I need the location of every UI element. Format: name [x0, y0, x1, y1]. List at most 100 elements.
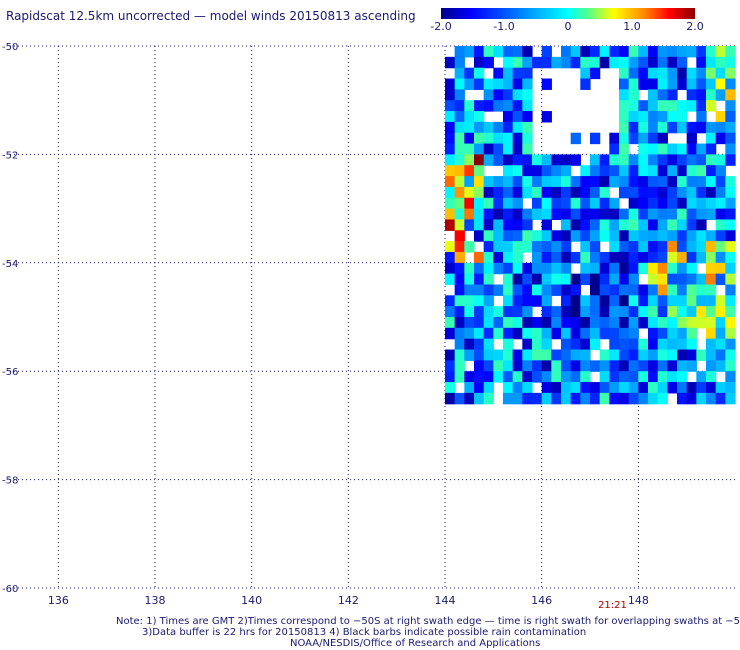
swath-cell	[541, 327, 552, 340]
swath-cell	[715, 132, 726, 145]
swath-cell	[493, 46, 504, 58]
swath-cell	[677, 230, 688, 242]
swath-cell	[628, 306, 639, 318]
swath-cell	[445, 392, 456, 405]
swath-cell	[715, 327, 726, 340]
swath-cell	[725, 100, 736, 112]
swath-cell	[686, 132, 697, 145]
swath-cell	[561, 371, 572, 383]
swath-cell	[725, 371, 736, 383]
swath-cell	[628, 241, 639, 253]
swath-cell	[532, 230, 543, 242]
swath-cell	[522, 317, 533, 329]
swath-cell	[648, 143, 659, 155]
swath-cell	[522, 349, 533, 361]
swath-cell	[445, 197, 456, 210]
swath-cell	[580, 371, 591, 383]
swath-cell	[532, 392, 543, 405]
swath-cell	[454, 89, 465, 101]
swath-cell	[483, 262, 494, 275]
swath-cell	[628, 295, 639, 307]
swath-cell	[522, 176, 533, 188]
swath-cell	[464, 143, 475, 155]
swath-cell	[570, 46, 581, 58]
swath-cell	[648, 284, 659, 296]
swath-cell	[532, 371, 543, 383]
swath-cell	[706, 78, 717, 90]
swath-cell	[493, 176, 504, 188]
swath-cell	[696, 111, 707, 123]
swath-cell	[493, 132, 504, 145]
swath-cell	[580, 262, 591, 275]
swath-cell	[686, 176, 697, 188]
swath-cell	[551, 382, 562, 394]
swath-cell	[715, 186, 726, 199]
swath-cell	[445, 78, 456, 90]
swath-cell	[648, 382, 659, 394]
swath-cell	[570, 382, 581, 394]
swath-cell	[541, 295, 552, 307]
swath-cell	[657, 67, 668, 80]
swath-cell	[561, 392, 572, 405]
swath-cell	[483, 197, 494, 210]
swath-cell	[706, 186, 717, 199]
swath-cell	[619, 306, 630, 318]
swath-cell	[677, 186, 688, 199]
swath-cell	[696, 295, 707, 307]
swath-cell	[706, 100, 717, 112]
swath-cell	[493, 251, 504, 264]
swath-cell	[580, 251, 591, 264]
swath-cell	[648, 251, 659, 264]
swath-cell	[657, 284, 668, 296]
swath-cell	[667, 273, 678, 286]
swath-cell	[503, 349, 514, 361]
swath-cell	[628, 78, 639, 90]
swath-cell	[686, 219, 697, 231]
swath-cell	[541, 251, 552, 264]
swath-cell	[590, 284, 601, 296]
swath-cell	[609, 56, 620, 69]
swath-cell	[590, 273, 601, 286]
swath-cell	[445, 165, 456, 177]
swath-cell	[657, 338, 668, 351]
swath-cell	[454, 360, 465, 372]
swath-cell	[599, 295, 610, 307]
swath-cell	[667, 67, 678, 80]
swath-cell	[541, 284, 552, 296]
swath-cell	[445, 251, 456, 264]
swath-cell	[570, 219, 581, 231]
swath-cell	[464, 219, 475, 231]
swath-cell	[599, 56, 610, 69]
swath-cell	[464, 165, 475, 177]
swath-cell	[561, 382, 572, 394]
swath-cell	[657, 197, 668, 210]
swath-cell	[445, 56, 456, 69]
swath-cell	[677, 100, 688, 112]
swath-cell	[503, 154, 514, 166]
swath-cell	[686, 67, 697, 80]
swath-cell	[725, 338, 736, 351]
swath-cell	[657, 165, 668, 177]
swath-cell	[454, 208, 465, 221]
swath-cell	[483, 100, 494, 112]
swath-cell	[580, 186, 591, 199]
swath-cell	[657, 295, 668, 307]
swath-cell	[483, 306, 494, 318]
swath-cell	[677, 273, 688, 286]
swath-cell	[677, 143, 688, 155]
swath-cell	[609, 306, 620, 318]
swath-cell	[522, 230, 533, 242]
swath-cell	[590, 241, 601, 253]
swath-cell	[657, 251, 668, 264]
swath-cell	[677, 392, 688, 405]
swath-cell	[493, 154, 504, 166]
swath-cell	[725, 349, 736, 361]
swath-cell	[454, 186, 465, 199]
swath-cell	[638, 371, 649, 383]
swath-cell	[512, 100, 523, 112]
swath-cell	[619, 317, 630, 329]
swath-cell	[667, 100, 678, 112]
swath-cell	[667, 284, 678, 296]
swath-cell	[541, 306, 552, 318]
swath-cell	[454, 349, 465, 361]
